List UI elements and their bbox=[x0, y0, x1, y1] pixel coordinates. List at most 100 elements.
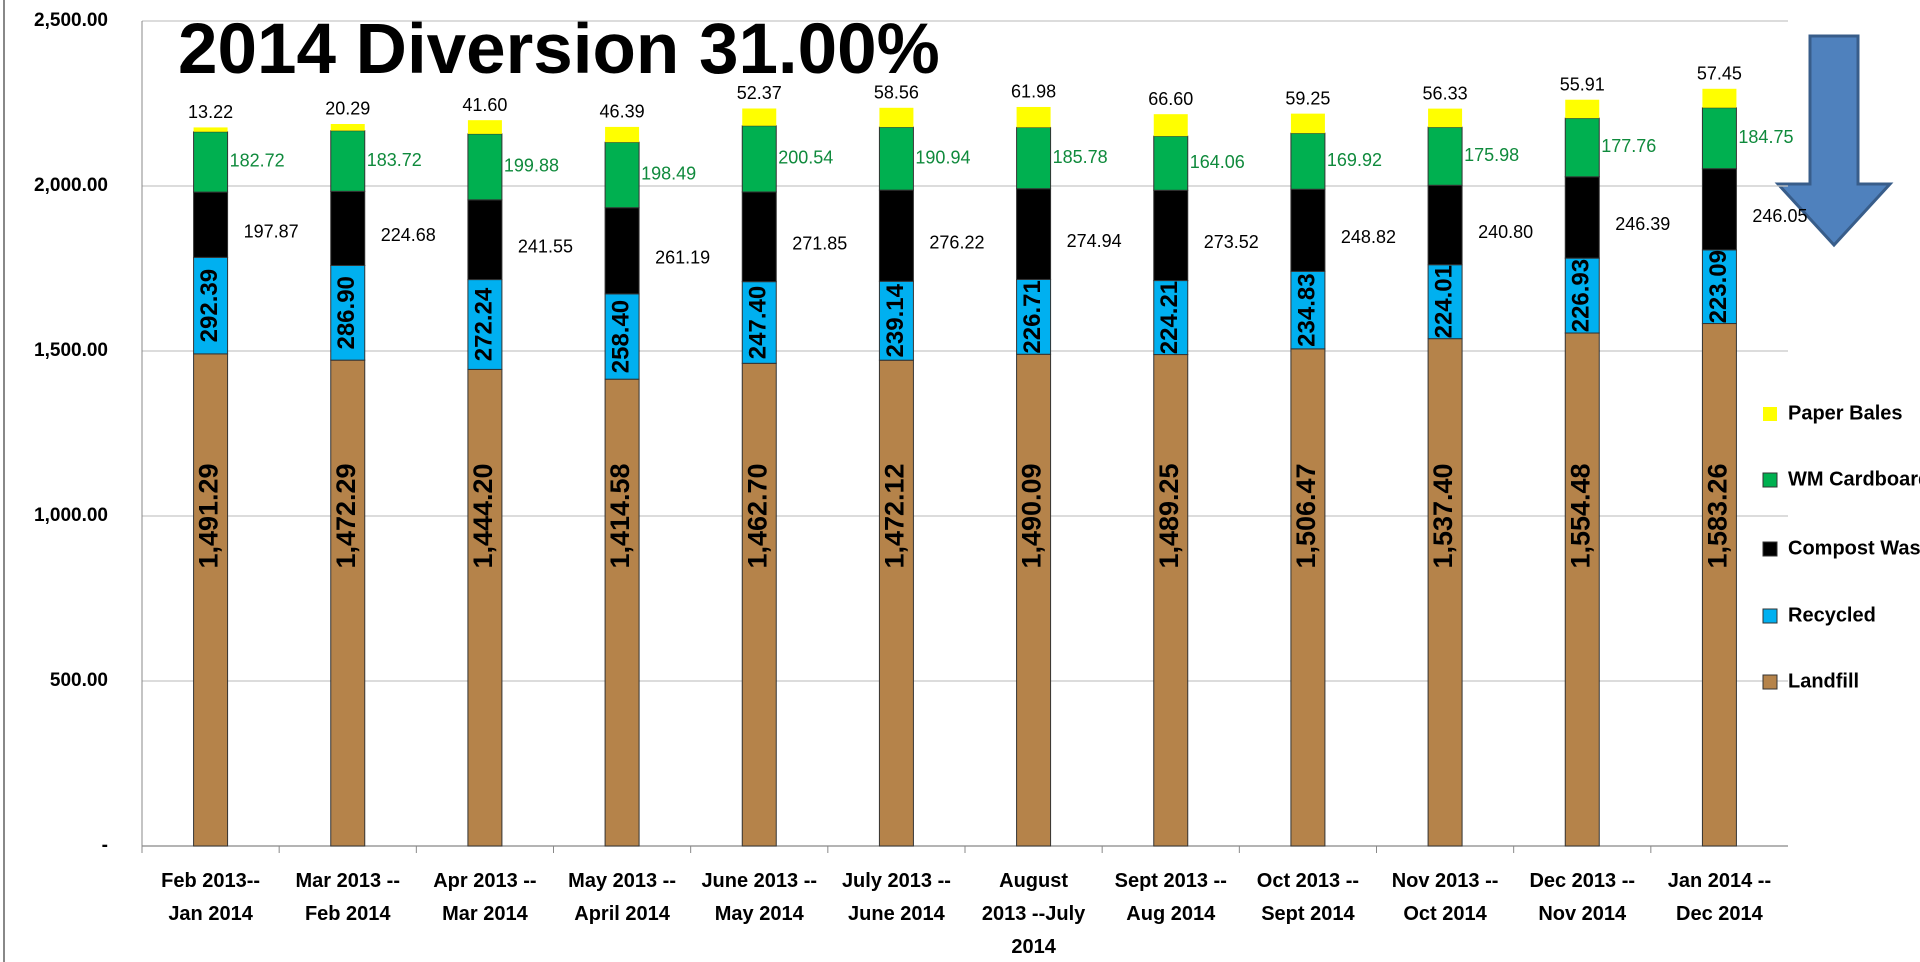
data-label: 185.78 bbox=[1053, 147, 1108, 167]
data-label: 52.37 bbox=[737, 83, 782, 103]
y-tick-label: 2,500.00 bbox=[34, 10, 108, 31]
legend-label: Recycled bbox=[1788, 604, 1876, 626]
x-tick-label: Dec 2013 --Nov 2014 bbox=[1529, 870, 1635, 925]
bar-segment bbox=[741, 362, 777, 847]
bar-segment bbox=[1153, 280, 1189, 356]
bar-segment bbox=[1701, 323, 1737, 847]
bar-segment bbox=[1701, 107, 1737, 170]
bar-segment bbox=[1564, 332, 1600, 847]
bar-segment bbox=[330, 264, 366, 361]
bar-segment bbox=[741, 191, 777, 283]
x-tick-label: Jan 2014 --Dec 2014 bbox=[1668, 870, 1771, 925]
chart-title: 2014 Diversion 31.00% bbox=[178, 10, 940, 89]
bar-segment bbox=[1153, 135, 1189, 191]
bar-segment bbox=[604, 378, 640, 847]
legend-label: WM Cardboard bbox=[1788, 468, 1920, 490]
data-label: 273.52 bbox=[1204, 232, 1259, 252]
bar-segment bbox=[604, 141, 640, 209]
bar-segment bbox=[467, 133, 503, 201]
bar-segment bbox=[1428, 108, 1463, 128]
x-tick-label: Nov 2013 --Oct 2014 bbox=[1392, 870, 1499, 925]
data-label: 223.09 bbox=[1705, 250, 1732, 323]
data-label: 46.39 bbox=[600, 102, 645, 122]
data-label: 197.87 bbox=[244, 221, 299, 241]
bar-segment bbox=[1290, 348, 1326, 847]
data-label: 286.90 bbox=[333, 276, 360, 349]
data-label: 199.88 bbox=[504, 156, 559, 176]
data-label: 20.29 bbox=[325, 99, 370, 119]
y-tick-label: - bbox=[102, 835, 108, 856]
data-label: 1,489.25 bbox=[1154, 463, 1184, 568]
bar-segment bbox=[467, 199, 503, 281]
bar-segment bbox=[604, 293, 640, 380]
data-label: 224.01 bbox=[1430, 265, 1457, 338]
data-label: 198.49 bbox=[641, 164, 696, 184]
bar-segment bbox=[1701, 249, 1737, 325]
x-tick-label: Apr 2013 --Mar 2014 bbox=[433, 870, 536, 925]
bar-segment bbox=[1016, 188, 1052, 280]
data-label: 248.82 bbox=[1341, 227, 1396, 247]
bar-segment bbox=[1427, 126, 1463, 186]
y-tick-label: 1,000.00 bbox=[34, 505, 108, 526]
data-label: 177.76 bbox=[1601, 136, 1656, 156]
y-tick-label: 2,000.00 bbox=[34, 175, 108, 196]
y-tick-label: 500.00 bbox=[50, 670, 108, 691]
data-label: 1,491.29 bbox=[194, 463, 224, 568]
data-label: 276.22 bbox=[929, 232, 984, 252]
bar-segment bbox=[1153, 354, 1189, 847]
data-label: 1,462.70 bbox=[742, 463, 772, 568]
bar-segment bbox=[1153, 114, 1188, 137]
data-label: 226.71 bbox=[1019, 280, 1046, 353]
data-label: 169.92 bbox=[1327, 150, 1382, 170]
bar-segment bbox=[1290, 188, 1326, 272]
x-tick-label: August 2013 --July 2014 bbox=[982, 870, 1086, 958]
data-label: 1,444.20 bbox=[468, 463, 498, 568]
x-tick-label: Feb 2013--Jan 2014 bbox=[161, 870, 260, 925]
data-label: 274.94 bbox=[1067, 231, 1122, 251]
bar-segment bbox=[467, 120, 502, 134]
data-label: 261.19 bbox=[655, 248, 710, 268]
data-label: 258.40 bbox=[607, 300, 634, 373]
bar-segment bbox=[1427, 264, 1463, 340]
bar-segment bbox=[1702, 88, 1737, 108]
legend-label: Landfill bbox=[1788, 670, 1859, 692]
data-label: 13.22 bbox=[188, 102, 233, 122]
bar-segment bbox=[330, 123, 365, 131]
bar-segment bbox=[878, 189, 914, 282]
data-label: 234.83 bbox=[1293, 273, 1320, 346]
data-label: 240.80 bbox=[1478, 222, 1533, 242]
data-label: 1,583.26 bbox=[1703, 463, 1733, 568]
x-tick-label: Sept 2013 --Aug 2014 bbox=[1115, 870, 1227, 925]
data-label: 226.93 bbox=[1568, 259, 1595, 332]
bar-segment bbox=[1290, 113, 1325, 134]
data-label: 239.14 bbox=[882, 283, 909, 357]
data-label: 164.06 bbox=[1190, 152, 1245, 172]
data-label: 59.25 bbox=[1285, 88, 1330, 108]
data-label: 1,414.58 bbox=[605, 463, 635, 568]
data-label: 55.91 bbox=[1560, 74, 1605, 94]
data-label: 1,554.48 bbox=[1565, 463, 1595, 568]
bar-segment bbox=[193, 353, 229, 847]
bar-segment bbox=[878, 126, 914, 191]
bar-segment bbox=[605, 126, 640, 143]
legend-marker bbox=[1763, 407, 1777, 421]
bar-segment bbox=[1153, 189, 1189, 282]
data-label: 58.56 bbox=[874, 83, 919, 103]
bar-segment bbox=[742, 108, 777, 126]
data-label: 56.33 bbox=[1423, 83, 1468, 103]
bar-segment bbox=[1016, 126, 1052, 190]
bar-segment bbox=[1565, 99, 1600, 119]
data-label: 241.55 bbox=[518, 236, 573, 256]
bar-segment bbox=[1016, 353, 1052, 847]
data-label: 175.98 bbox=[1464, 145, 1519, 165]
data-label: 1,506.47 bbox=[1291, 463, 1321, 568]
data-label: 224.68 bbox=[381, 225, 436, 245]
legend-marker bbox=[1762, 608, 1778, 624]
bar-segment bbox=[1564, 117, 1600, 178]
bar-segment bbox=[330, 130, 366, 192]
bar-segment bbox=[193, 127, 228, 132]
bar-segment bbox=[467, 368, 503, 847]
data-label: 66.60 bbox=[1148, 89, 1193, 109]
data-label: 184.75 bbox=[1738, 127, 1793, 147]
